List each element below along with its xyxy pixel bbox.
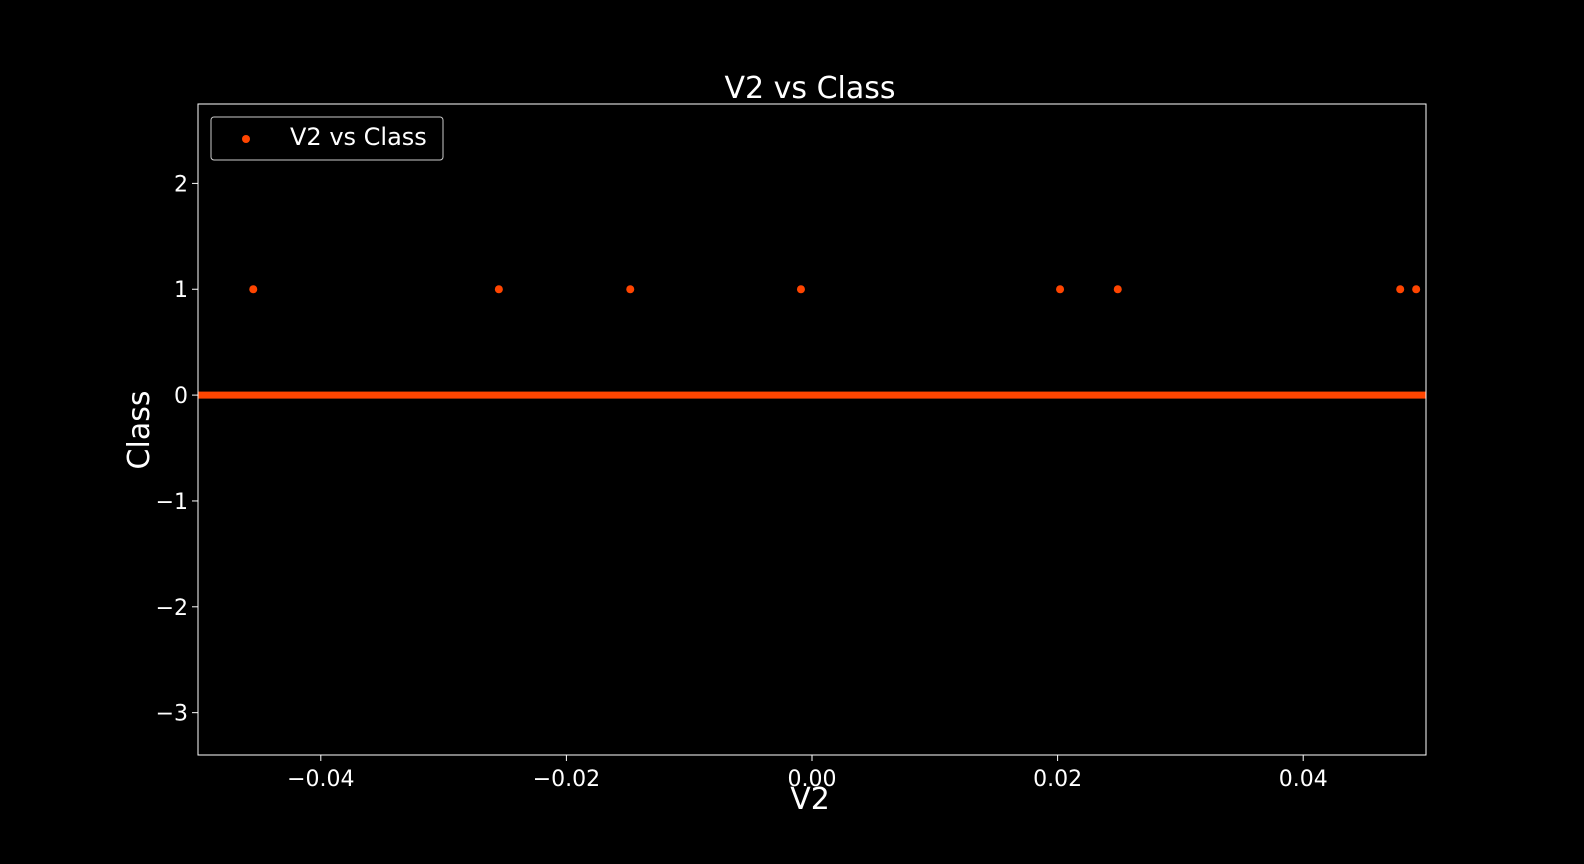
y-tick-label: 0 (174, 384, 188, 409)
y-axis-label: Class (122, 391, 157, 470)
y-tick-label: 1 (174, 278, 188, 303)
x-tick-label: 0.04 (1279, 767, 1328, 792)
y-axis: −3 −2 −1 0 1 2 (156, 172, 198, 727)
plot-area (198, 285, 1426, 399)
x-axis-label: V2 (790, 782, 830, 817)
scatter-point (1412, 285, 1421, 294)
x-tick-label: 0.00 (788, 767, 837, 792)
x-axis: −0.04 −0.02 0.00 0.02 0.04 (287, 755, 1328, 792)
scatter-point (1113, 285, 1122, 294)
legend: V2 vs Class (210, 116, 444, 161)
x-tick-label: 0.02 (1033, 767, 1082, 792)
y-tick-label: −1 (156, 490, 188, 515)
x-tick-label: −0.02 (533, 767, 600, 792)
dense-points-band (198, 391, 1426, 399)
scatter-point (626, 285, 635, 294)
y-tick-label: −2 (156, 596, 188, 621)
scatter-point (796, 285, 805, 294)
x-tick-label: −0.04 (287, 767, 354, 792)
scatter-point (1396, 285, 1405, 294)
scatter-point (494, 285, 503, 294)
chart-title: V2 vs Class (725, 71, 896, 106)
legend-label: V2 vs Class (290, 123, 427, 151)
y-tick-label: −3 (156, 702, 188, 727)
scatter-point (1056, 285, 1065, 294)
scatter-point (249, 285, 258, 294)
legend-marker (242, 135, 250, 143)
legend-box (210, 116, 444, 161)
y-tick-label: 2 (174, 172, 188, 197)
